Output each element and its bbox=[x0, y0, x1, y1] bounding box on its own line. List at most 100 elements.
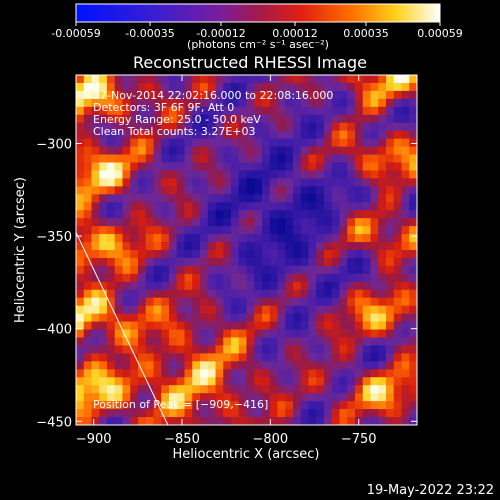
heatmap-cell bbox=[114, 385, 124, 394]
heatmap-cell bbox=[107, 345, 116, 355]
heatmap-cell bbox=[324, 313, 333, 323]
heatmap-cell bbox=[192, 194, 201, 203]
heatmap-cell bbox=[138, 385, 147, 394]
heatmap-cell bbox=[169, 409, 178, 418]
heatmap-cell bbox=[300, 250, 310, 259]
heatmap-cell bbox=[83, 98, 93, 108]
heatmap-cell bbox=[246, 106, 255, 116]
heatmap-cell bbox=[192, 130, 201, 140]
heatmap-cell bbox=[277, 82, 286, 92]
heatmap-cell bbox=[393, 226, 403, 235]
heatmap-cell bbox=[176, 281, 186, 291]
heatmap-cell bbox=[386, 162, 395, 172]
heatmap-cell bbox=[107, 313, 116, 323]
heatmap-cell bbox=[386, 130, 395, 140]
heatmap-cell bbox=[246, 234, 255, 243]
heatmap-cell bbox=[161, 361, 170, 370]
heatmap-cell bbox=[393, 313, 403, 323]
heatmap-cell bbox=[207, 385, 217, 394]
heatmap-cell bbox=[277, 369, 286, 378]
heatmap-cell bbox=[215, 90, 224, 100]
heatmap-cell bbox=[238, 257, 248, 267]
heatmap-cell bbox=[316, 146, 325, 156]
heatmap-cell bbox=[401, 385, 410, 394]
heatmap-cell bbox=[215, 393, 224, 402]
heatmap-cell bbox=[308, 186, 317, 195]
heatmap-cell bbox=[293, 289, 302, 299]
heatmap-cell bbox=[393, 393, 403, 402]
heatmap-cell bbox=[215, 305, 224, 315]
heatmap-cell bbox=[316, 194, 325, 203]
heatmap-cell bbox=[145, 210, 155, 219]
heatmap-cell bbox=[293, 329, 302, 339]
heatmap-cell bbox=[300, 353, 310, 362]
heatmap-cell bbox=[176, 178, 186, 187]
heatmap-cell bbox=[308, 218, 317, 227]
heatmap-cell bbox=[339, 401, 348, 410]
heatmap-cell bbox=[130, 210, 139, 219]
heatmap-cell bbox=[378, 257, 387, 267]
heatmap-cell bbox=[99, 313, 108, 323]
heatmap-cell bbox=[262, 401, 271, 410]
heatmap-cell bbox=[409, 265, 417, 275]
heatmap-cell bbox=[200, 186, 209, 195]
heatmap-cell bbox=[223, 289, 232, 299]
heatmap-cell bbox=[362, 82, 372, 92]
heatmap-cell bbox=[83, 321, 93, 331]
heatmap-cell bbox=[145, 281, 155, 291]
heatmap-cell bbox=[378, 138, 387, 148]
heatmap-cell bbox=[184, 385, 193, 394]
heatmap-cell bbox=[262, 186, 271, 195]
heatmap-cell bbox=[293, 226, 302, 235]
heatmap-cell bbox=[238, 385, 248, 394]
heatmap-cell bbox=[145, 345, 155, 355]
heatmap-cell bbox=[370, 162, 379, 172]
heatmap-cell bbox=[83, 385, 93, 394]
heatmap-cell bbox=[331, 194, 341, 203]
heatmap-cell bbox=[331, 82, 341, 92]
heatmap-cell bbox=[138, 321, 147, 331]
heatmap-cell bbox=[370, 417, 379, 425]
heatmap-cell bbox=[316, 186, 325, 195]
heatmap-cell bbox=[145, 146, 155, 156]
heatmap-cell bbox=[207, 162, 217, 172]
heatmap-cell bbox=[262, 250, 271, 259]
heatmap-cell bbox=[76, 210, 85, 219]
heatmap-cell bbox=[370, 313, 379, 323]
heatmap-cell bbox=[207, 273, 217, 283]
heatmap-cell bbox=[324, 146, 333, 156]
heatmap-cell bbox=[393, 265, 403, 275]
y-tick-label: −450 bbox=[36, 415, 72, 430]
heatmap-cell bbox=[293, 385, 302, 394]
heatmap-cell bbox=[122, 321, 131, 331]
heatmap-cell bbox=[231, 321, 240, 331]
heatmap-cell bbox=[300, 385, 310, 394]
heatmap-cell bbox=[215, 281, 224, 291]
heatmap-cell bbox=[269, 202, 279, 211]
heatmap-cell bbox=[238, 122, 248, 132]
heatmap-cell bbox=[378, 385, 387, 394]
heatmap-cell bbox=[200, 257, 209, 267]
heatmap-cell bbox=[331, 162, 341, 172]
heatmap-cell bbox=[308, 337, 317, 347]
heatmap-cell bbox=[192, 337, 201, 347]
heatmap-cell bbox=[99, 194, 108, 203]
heatmap-cell bbox=[153, 401, 162, 410]
heatmap-cell bbox=[339, 353, 348, 362]
heatmap-cell bbox=[300, 234, 310, 243]
heatmap-cell bbox=[91, 90, 100, 100]
heatmap-cell bbox=[386, 337, 395, 347]
heatmap-cell bbox=[324, 369, 333, 378]
heatmap-cell bbox=[83, 82, 93, 92]
heatmap-cell bbox=[362, 377, 372, 386]
heatmap-cell bbox=[293, 353, 302, 362]
heatmap-cell bbox=[231, 401, 240, 410]
heatmap-cell bbox=[324, 178, 333, 187]
heatmap-cell bbox=[223, 385, 232, 394]
heatmap-cell bbox=[246, 75, 255, 84]
heatmap-cell bbox=[215, 186, 224, 195]
heatmap-cell bbox=[347, 297, 356, 307]
heatmap-cell bbox=[277, 202, 286, 211]
heatmap-cell bbox=[238, 218, 248, 227]
heatmap-cell bbox=[370, 170, 379, 180]
